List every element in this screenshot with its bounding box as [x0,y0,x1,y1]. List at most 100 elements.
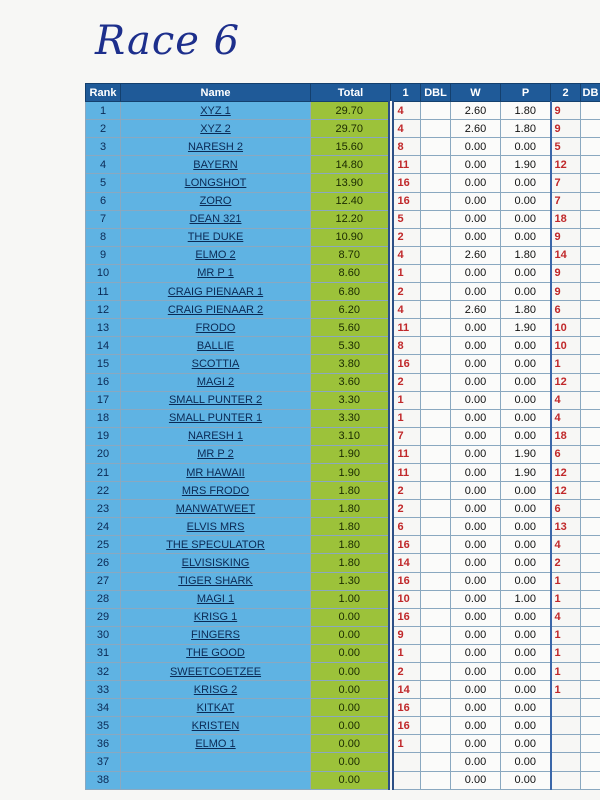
pick-2-cell: 13 [549,517,581,537]
dbl-cell [420,101,451,121]
title: Race 6 [95,18,241,64]
table-row: 32 SWEETCOETZEE 0.00 2 0.00 0.00 1 [85,661,600,682]
pick-1-cell: 11 [390,444,421,464]
dbl-2-cell [580,390,600,410]
pick-2-cell [549,716,581,736]
pick-1-cell: 4 [390,101,421,121]
pick-1-cell: 16 [390,571,421,591]
pick-1-cell: 8 [390,137,421,157]
name-cell: MAGI 1 [120,589,311,609]
table-row: 1 XYZ 1 29.70 4 2.60 1.80 9 [85,101,600,121]
pick-2-cell: 4 [549,607,581,627]
table-row: 7 DEAN 321 12.20 5 0.00 0.00 18 [85,209,600,229]
total-cell: 12.40 [310,191,394,211]
dbl-cell [420,408,451,428]
pick-2-cell: 18 [549,426,581,446]
place-cell: 0.00 [500,481,551,501]
rank-cell: 16 [85,372,121,392]
dbl-cell [420,625,451,645]
dbl-2-cell [580,589,600,609]
pick-1-cell [390,770,421,790]
pick-2-cell: 1 [549,661,581,682]
name-cell: SMALL PUNTER 1 [120,408,311,428]
total-cell: 8.70 [310,245,394,265]
place-cell: 1.00 [500,589,551,609]
rank-cell: 8 [85,227,121,247]
dbl-2-cell [580,680,600,700]
dbl-cell [420,336,451,356]
pick-1-cell: 7 [390,426,421,446]
pick-1-cell: 10 [390,589,421,609]
rank-cell: 24 [85,517,121,537]
table-row: 23 MANWATWEET 1.80 2 0.00 0.00 6 [85,499,600,519]
win-cell: 2.60 [450,300,501,320]
total-cell: 12.20 [310,209,394,229]
name-cell: FRODO [120,318,311,338]
pick-2-cell: 18 [549,209,581,229]
name-cell: KRISTEN [120,716,311,736]
table-row: 37 0.00 0.00 0.00 [85,752,600,772]
dbl-2-cell [580,137,600,157]
table-row: 17 SMALL PUNTER 2 3.30 1 0.00 0.00 4 [85,390,600,410]
rank-cell: 31 [85,643,121,664]
table-row: 29 KRISG 1 0.00 16 0.00 0.00 4 [85,607,600,627]
total-cell: 1.00 [310,589,394,609]
total-cell: 0.00 [310,607,394,627]
rank-cell: 13 [85,318,121,338]
pick-2-cell: 14 [549,245,581,265]
dbl-2-cell [580,571,600,591]
place-cell: 0.00 [500,698,551,718]
pick-2-cell: 4 [549,535,581,555]
rank-cell: 4 [85,155,121,175]
place-cell: 0.00 [500,625,551,645]
dbl-cell [420,643,451,664]
total-cell: 3.60 [310,372,394,392]
place-cell: 0.00 [500,354,551,374]
pick-1-cell: 2 [390,499,421,519]
dbl-cell [420,462,451,483]
rank-cell: 12 [85,300,121,320]
dbl-cell [420,589,451,609]
table-row: 12 CRAIG PIENAAR 2 6.20 4 2.60 1.80 6 [85,300,600,320]
total-cell: 6.80 [310,282,394,302]
dbl-cell [420,372,451,392]
dbl-2-cell [580,734,600,754]
rank-cell: 32 [85,661,121,682]
rank-cell: 10 [85,263,121,284]
pick-1-cell: 1 [390,390,421,410]
total-cell: 3.80 [310,354,394,374]
rank-cell: 38 [85,770,121,790]
dbl-2-cell [580,462,600,483]
total-cell: 13.90 [310,173,394,193]
dbl-cell [420,535,451,555]
total-cell: 1.30 [310,571,394,591]
dbl-cell [420,354,451,374]
table-row: 4 BAYERN 14.80 11 0.00 1.90 12 [85,155,600,175]
dbl-cell [420,390,451,410]
pick-2-cell: 12 [549,462,581,483]
place-cell: 0.00 [500,716,551,736]
dbl-2-cell [580,499,600,519]
win-cell: 0.00 [450,716,501,736]
pick-1-cell: 16 [390,535,421,555]
pick-2-cell: 9 [549,282,581,302]
pick-2-cell: 9 [549,227,581,247]
place-cell: 0.00 [500,752,551,772]
win-cell: 0.00 [450,354,501,374]
name-cell: THE SPECULATOR [120,535,311,555]
pick-1-cell: 11 [390,318,421,338]
dbl-2-cell [580,625,600,645]
win-cell: 0.00 [450,444,501,464]
win-cell: 0.00 [450,535,501,555]
table-row: 21 MR HAWAII 1.90 11 0.00 1.90 12 [85,462,600,483]
win-cell: 0.00 [450,499,501,519]
dbl-cell [420,680,451,700]
dbl-2-cell [580,481,600,501]
place-cell: 0.00 [500,643,551,664]
table-body: 1 XYZ 1 29.70 4 2.60 1.80 9 2 XYZ 2 29.70 4 2.60 1.8… [85,101,600,790]
name-cell: ZORO [120,191,311,211]
win-cell: 0.00 [450,680,501,700]
pick-2-cell: 9 [549,101,581,121]
total-cell: 1.80 [310,553,394,573]
pick-2-cell: 6 [549,499,581,519]
